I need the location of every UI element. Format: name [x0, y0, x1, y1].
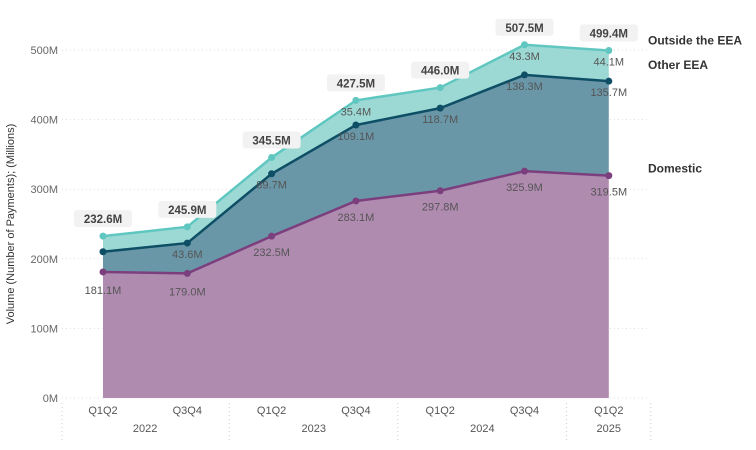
- x-year-label: 2023: [302, 423, 326, 435]
- data-point: [605, 77, 613, 85]
- data-point: [268, 170, 276, 178]
- y-tick-label: 500M: [30, 45, 58, 57]
- data-label: 135.7M: [590, 87, 627, 99]
- data-label: 109.1M: [338, 131, 375, 143]
- data-label: 35.4M: [341, 106, 372, 118]
- data-point: [99, 248, 107, 256]
- total-label-bg: [158, 200, 217, 218]
- data-label: 179.0M: [169, 286, 206, 298]
- data-label: 325.9M: [506, 182, 543, 194]
- data-point: [268, 154, 276, 162]
- data-point: [352, 197, 360, 205]
- data-point: [352, 96, 360, 104]
- total-label-bg: [495, 18, 554, 36]
- data-label: 297.8M: [422, 202, 459, 214]
- data-label: 319.5M: [590, 187, 627, 199]
- x-tick-label: Q1Q2: [88, 405, 117, 417]
- y-tick-label: 300M: [30, 184, 58, 196]
- total-label: 446.0M: [421, 66, 459, 78]
- total-label: 345.5M: [252, 136, 290, 148]
- total-label-bg: [411, 61, 470, 79]
- total-label: 499.4M: [590, 28, 628, 40]
- x-tick-label: Q1Q2: [426, 405, 455, 417]
- data-label: 43.3M: [509, 51, 540, 63]
- y-tick-label: 200M: [30, 254, 58, 266]
- area-domestic: [103, 171, 609, 398]
- data-point: [99, 268, 107, 276]
- total-label: 245.9M: [168, 205, 206, 217]
- x-tick-label: Q3Q4: [510, 405, 539, 417]
- data-point: [183, 239, 191, 247]
- x-year-label: 2024: [470, 423, 494, 435]
- data-point: [183, 223, 191, 231]
- data-point: [521, 167, 528, 175]
- x-tick-label: Q3Q4: [173, 405, 202, 417]
- data-point: [99, 232, 107, 240]
- data-label: 43.6M: [172, 249, 203, 261]
- total-label: 232.6M: [84, 214, 122, 226]
- total-label-bg: [326, 74, 385, 92]
- data-label: 89.7M: [256, 180, 287, 192]
- x-tick-label: Q1Q2: [257, 405, 286, 417]
- data-point: [436, 104, 444, 112]
- y-tick-label: 100M: [30, 323, 58, 335]
- data-point: [436, 84, 444, 92]
- y-tick-label: 400M: [30, 115, 58, 127]
- data-point: [183, 269, 191, 277]
- data-point: [268, 232, 276, 240]
- x-year-label: 2025: [597, 423, 621, 435]
- data-label: 232.5M: [253, 247, 290, 259]
- total-label-bg: [579, 24, 638, 42]
- total-label-bg: [242, 131, 301, 149]
- data-point: [521, 41, 528, 49]
- data-label: 181.1M: [85, 285, 122, 297]
- data-label: 118.7M: [422, 114, 458, 126]
- total-label: 427.5M: [337, 78, 375, 90]
- y-axis-title: Volume (Number of Payments); (Millions): [5, 124, 17, 325]
- data-point: [352, 121, 360, 129]
- data-point: [605, 172, 613, 180]
- total-label: 507.5M: [505, 23, 543, 35]
- data-label: 44.1M: [594, 56, 625, 68]
- series-label: Outside the EEA: [648, 33, 742, 47]
- x-tick-label: Q1Q2: [594, 405, 623, 417]
- y-tick-label: 0M: [43, 393, 58, 405]
- data-point: [521, 71, 528, 79]
- data-label: 138.3M: [506, 81, 543, 93]
- x-year-label: 2022: [133, 423, 157, 435]
- data-point: [436, 187, 444, 195]
- x-tick-label: Q3Q4: [341, 405, 370, 417]
- data-label: 283.1M: [338, 212, 375, 224]
- area-other-eea: [103, 74, 609, 274]
- total-label-bg: [74, 210, 132, 228]
- series-label: Domestic: [648, 162, 702, 176]
- area-outside-the-eea: [103, 44, 609, 252]
- series-label: Other EEA: [648, 58, 708, 72]
- data-point: [605, 46, 613, 54]
